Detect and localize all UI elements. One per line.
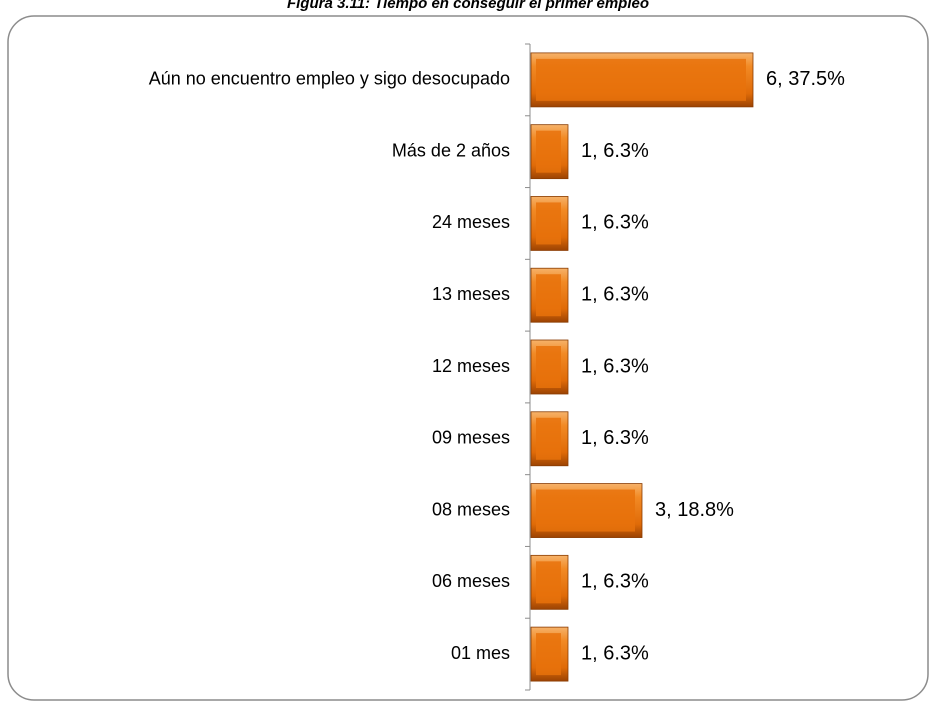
- y-tick-label: 12 meses: [432, 356, 510, 376]
- y-tick-label: 06 meses: [432, 571, 510, 591]
- data-label: 1, 6.3%: [581, 571, 649, 593]
- y-tick-label: 09 meses: [432, 428, 510, 448]
- y-tick-label: 24 meses: [432, 212, 510, 232]
- data-label: 1, 6.3%: [581, 284, 649, 306]
- chart-frame: [7, 15, 929, 701]
- bar-bevel: [536, 346, 561, 388]
- data-label: 6, 37.5%: [766, 68, 845, 90]
- bar-bevel: [536, 130, 561, 173]
- bar-bevel: [536, 274, 561, 317]
- data-label: 1, 6.3%: [581, 355, 649, 377]
- data-label: 1, 6.3%: [581, 140, 649, 162]
- bar-bevel: [536, 58, 746, 101]
- y-tick-label: 01 mes: [451, 643, 510, 663]
- y-tick-label: Aún no encuentro empleo y sigo desocupad…: [149, 69, 510, 89]
- bar-bevel: [536, 489, 635, 532]
- y-tick-label: 08 meses: [432, 499, 510, 519]
- bar-bevel: [536, 633, 561, 676]
- data-label: 1, 6.3%: [581, 642, 649, 664]
- data-label: 3, 18.8%: [655, 499, 734, 521]
- data-label: 1, 6.3%: [581, 427, 649, 449]
- bar-bevel: [536, 202, 561, 245]
- y-tick-label: Más de 2 años: [392, 140, 510, 160]
- chart-title: Figura 3.11: Tiempo en conseguir el prim…: [287, 0, 649, 12]
- bar-bevel: [536, 561, 561, 604]
- bar-bevel: [536, 417, 561, 460]
- y-tick-label: 13 meses: [432, 284, 510, 304]
- data-label: 1, 6.3%: [581, 212, 649, 234]
